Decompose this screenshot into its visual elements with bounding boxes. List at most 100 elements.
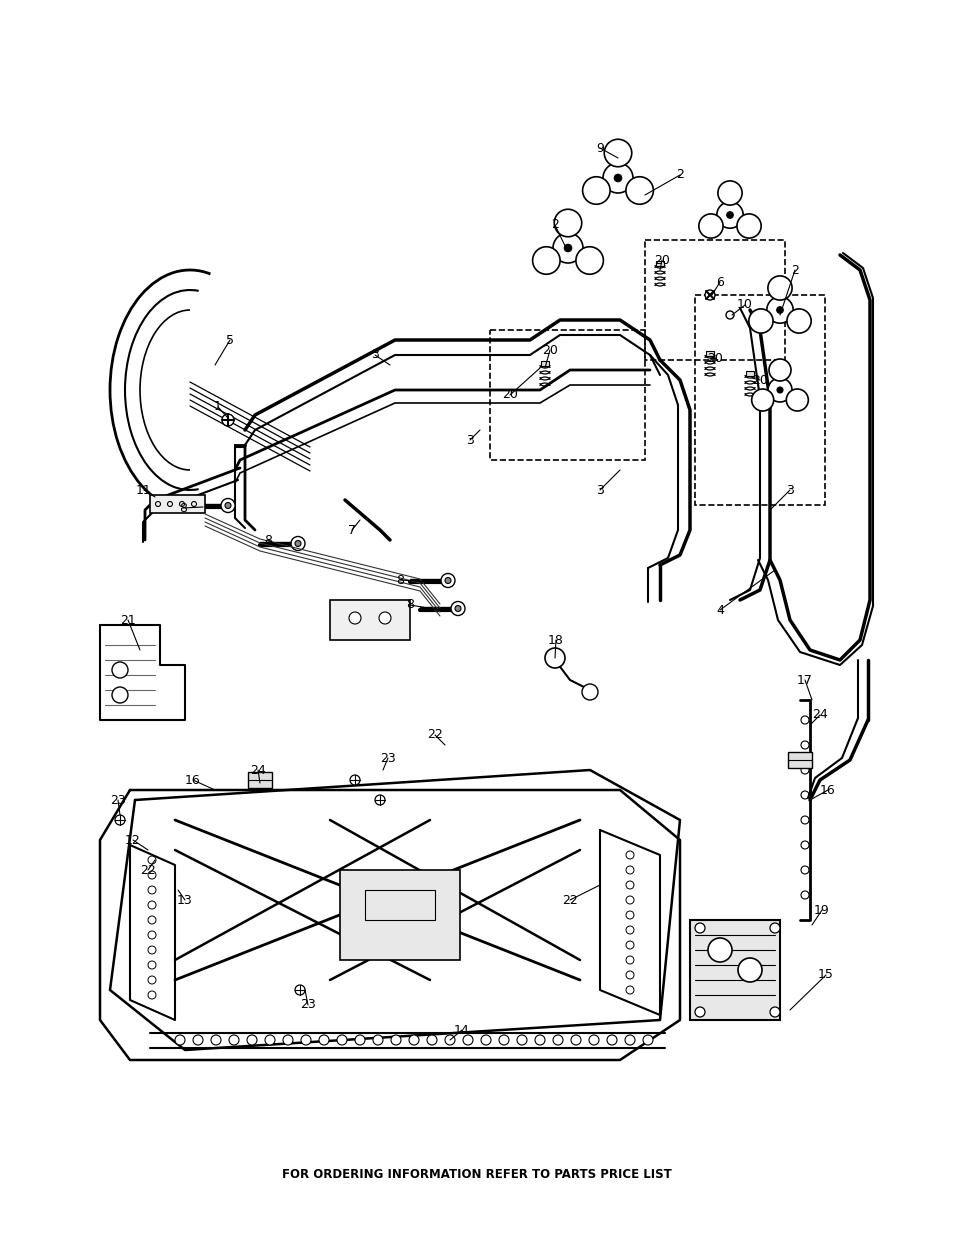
Circle shape [115,815,125,825]
Bar [150,495,205,513]
Bar [705,351,713,356]
Circle shape [695,923,704,932]
Circle shape [582,177,610,204]
Bar [490,330,644,459]
Circle shape [776,306,782,314]
Text: 18: 18 [547,634,563,646]
Circle shape [767,378,791,403]
Bar [787,752,811,768]
Circle shape [786,309,810,333]
Circle shape [718,180,741,205]
Circle shape [553,233,582,263]
Circle shape [221,499,234,513]
Circle shape [801,816,808,824]
Circle shape [350,776,359,785]
Circle shape [769,923,780,932]
Text: 2: 2 [551,219,558,231]
Circle shape [776,387,782,393]
Circle shape [283,1035,293,1045]
Circle shape [247,1035,256,1045]
Circle shape [642,1035,652,1045]
Circle shape [624,1035,635,1045]
Circle shape [767,275,791,300]
Bar [365,890,435,920]
Circle shape [738,958,761,982]
Circle shape [532,247,559,274]
Circle shape [602,163,633,193]
Circle shape [725,311,733,319]
Text: 9: 9 [596,142,603,154]
Text: 11: 11 [136,483,152,496]
Circle shape [625,177,653,204]
Text: 23: 23 [379,752,395,764]
Circle shape [769,1007,780,1016]
Text: 3: 3 [785,483,793,496]
Text: 19: 19 [813,904,829,916]
Bar [745,370,753,375]
Circle shape [563,245,571,252]
Text: 3: 3 [371,348,378,362]
Circle shape [225,503,231,509]
Text: 16: 16 [820,783,835,797]
Text: 8: 8 [179,501,187,515]
Bar [540,361,548,366]
Bar [248,772,272,788]
Text: 10: 10 [737,299,752,311]
Text: 8: 8 [264,534,272,547]
Circle shape [451,601,464,615]
Circle shape [751,389,773,411]
Text: 13: 13 [177,893,193,906]
Text: 23: 23 [110,794,126,806]
Circle shape [588,1035,598,1045]
Circle shape [606,1035,617,1045]
Circle shape [229,1035,239,1045]
Circle shape [222,414,233,426]
Text: 15: 15 [818,968,833,982]
Text: 24: 24 [250,763,266,777]
Circle shape [301,1035,311,1045]
Bar [689,920,780,1020]
Text: 7: 7 [348,524,355,536]
Circle shape [373,1035,382,1045]
Text: 8: 8 [395,573,403,587]
Circle shape [375,795,385,805]
Circle shape [294,541,301,547]
Circle shape [427,1035,436,1045]
Text: 3: 3 [596,483,603,496]
Circle shape [174,1035,185,1045]
Circle shape [766,296,792,324]
Circle shape [535,1035,544,1045]
Circle shape [801,890,808,899]
Text: 16: 16 [185,773,201,787]
Circle shape [355,1035,365,1045]
Circle shape [704,290,714,300]
Circle shape [801,841,808,848]
Circle shape [801,766,808,774]
Bar [644,240,784,359]
Text: 21: 21 [120,614,135,626]
Circle shape [603,140,631,167]
Bar [656,261,663,266]
Text: 1: 1 [213,400,222,414]
Circle shape [707,939,731,962]
Text: 17: 17 [796,673,812,687]
Circle shape [480,1035,491,1045]
Bar [330,600,410,640]
Text: 22: 22 [427,729,442,741]
Text: 20: 20 [751,373,767,387]
Circle shape [498,1035,509,1045]
Circle shape [265,1035,274,1045]
Circle shape [699,214,722,238]
Circle shape [726,211,733,219]
Circle shape [571,1035,580,1045]
Text: 22: 22 [561,893,578,906]
Circle shape [112,662,128,678]
Circle shape [581,684,598,700]
Text: 22: 22 [140,863,155,877]
Text: 20: 20 [706,352,722,364]
Text: 14: 14 [454,1024,470,1036]
Text: 20: 20 [501,389,517,401]
Circle shape [544,648,564,668]
Circle shape [409,1035,418,1045]
Text: 12: 12 [125,834,141,846]
